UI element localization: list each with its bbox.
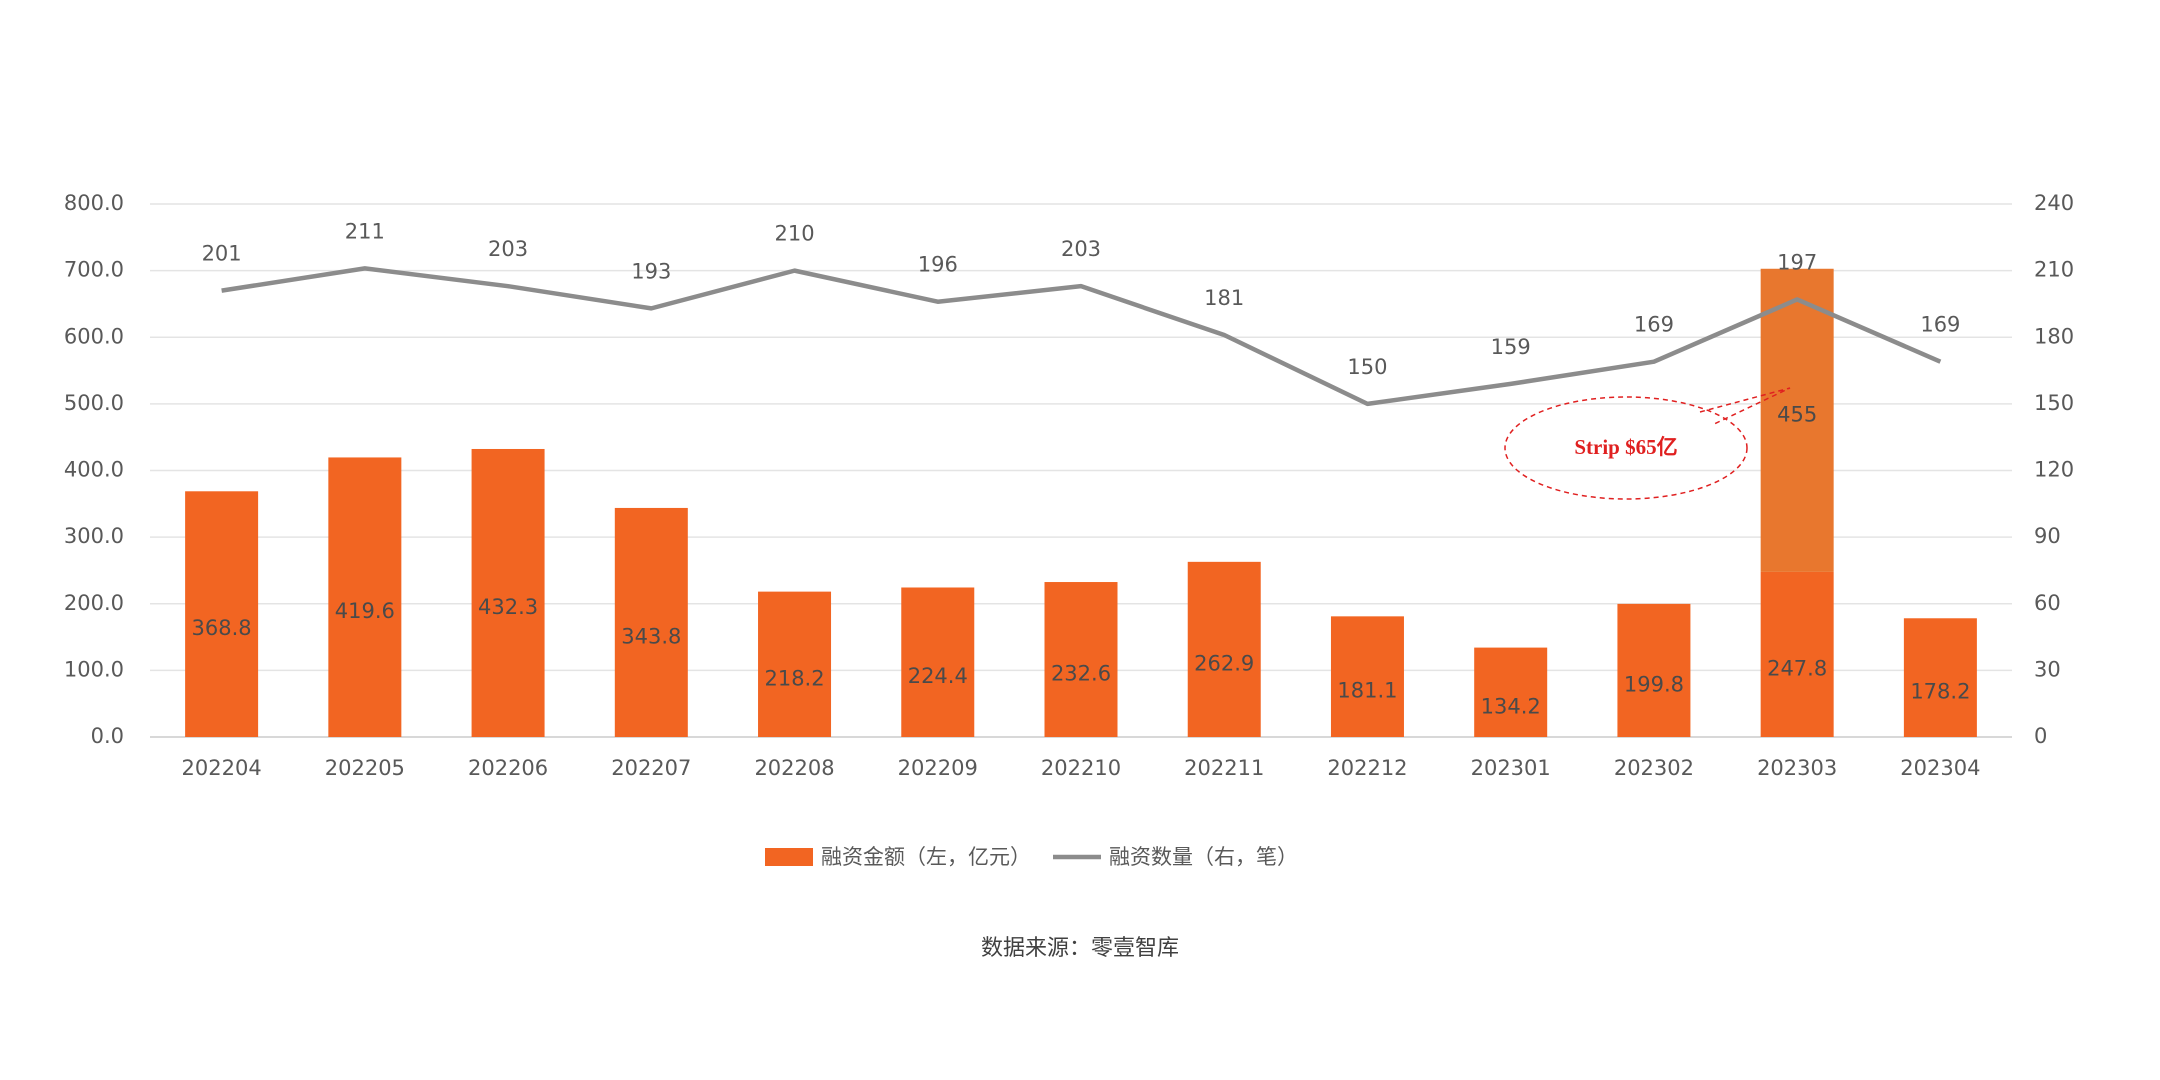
bar (1474, 647, 1548, 737)
bar-value-label: 262.9 (1194, 651, 1254, 675)
bar (1044, 582, 1118, 737)
line-value-label: 210 (774, 222, 814, 246)
line-value-label: 193 (631, 259, 671, 283)
bar (614, 507, 688, 737)
line-value-label: 203 (488, 237, 528, 261)
bar-value-label: 134.2 (1481, 694, 1541, 718)
y-tick-label: 0.0 (91, 724, 124, 748)
annotation-ellipse (1504, 396, 1748, 500)
x-tick-label: 202211 (1184, 756, 1264, 780)
y2-tick-label: 60 (2034, 591, 2061, 615)
x-tick-label: 202204 (182, 756, 262, 780)
line-value-label: 150 (1347, 355, 1387, 379)
bar (471, 448, 545, 737)
legend-swatch (765, 848, 813, 866)
line-value-label: 196 (918, 253, 958, 277)
bar (1760, 571, 1834, 737)
bar-value-label: 455 (1777, 402, 1817, 426)
bar (1617, 603, 1691, 737)
y2-tick-label: 150 (2034, 391, 2074, 415)
bar (1760, 268, 1834, 572)
line-value-label: 197 (1777, 250, 1817, 274)
x-tick-label: 202208 (754, 756, 834, 780)
y-tick-label: 200.0 (64, 591, 124, 615)
line-value-label: 169 (1920, 313, 1960, 337)
y-tick-label: 300.0 (64, 524, 124, 548)
x-tick-label: 202301 (1471, 756, 1551, 780)
bar-value-label: 224.4 (908, 664, 968, 688)
y-tick-label: 400.0 (64, 458, 124, 482)
y-tick-label: 700.0 (64, 258, 124, 282)
bar-value-label: 199.8 (1624, 672, 1684, 696)
bar-value-label: 432.3 (478, 595, 538, 619)
x-tick-label: 202205 (325, 756, 405, 780)
bar-value-label: 232.6 (1051, 662, 1111, 686)
bar (328, 457, 402, 737)
line-value-label: 211 (345, 219, 385, 243)
x-tick-label: 202210 (1041, 756, 1121, 780)
line-value-label: 203 (1061, 237, 1101, 261)
y2-tick-label: 180 (2034, 324, 2074, 348)
y-tick-label: 800.0 (64, 191, 124, 215)
y2-tick-label: 240 (2034, 191, 2074, 215)
bar-value-label: 419.6 (335, 599, 395, 623)
y-tick-label: 600.0 (64, 324, 124, 348)
bar (758, 591, 832, 737)
annotation-pointer (1699, 387, 1791, 426)
bar-value-label: 181.1 (1337, 679, 1397, 703)
legend-label: 融资金额（左，亿元） (821, 845, 1031, 869)
bar-value-label: 343.8 (621, 624, 681, 648)
x-tick-label: 202304 (1900, 756, 1980, 780)
x-tick-label: 202206 (468, 756, 548, 780)
x-tick-label: 202212 (1327, 756, 1407, 780)
x-tick-label: 202207 (611, 756, 691, 780)
y2-tick-label: 30 (2034, 657, 2061, 681)
legend-label: 融资数量（右，笔） (1109, 845, 1298, 869)
line-value-label: 181 (1204, 286, 1244, 310)
line-value-label: 159 (1491, 335, 1531, 359)
line-value-label: 169 (1634, 313, 1674, 337)
y-tick-label: 500.0 (64, 391, 124, 415)
annotation: Strip $65亿 (1574, 435, 1677, 459)
bar (1903, 618, 1977, 737)
x-tick-label: 202303 (1757, 756, 1837, 780)
source: 数据来源：零壹智库 (981, 936, 1179, 961)
y2-tick-label: 90 (2034, 524, 2061, 548)
bar-value-label: 368.8 (192, 616, 252, 640)
bar (901, 587, 975, 737)
bar (1187, 561, 1261, 737)
y2-tick-label: 120 (2034, 458, 2074, 482)
bar-value-label: 218.2 (764, 666, 824, 690)
x-tick-label: 202209 (898, 756, 978, 780)
bar (185, 491, 259, 737)
line-value-label: 201 (202, 242, 242, 266)
x-tick-label: 202302 (1614, 756, 1694, 780)
bar-value-label: 247.8 (1767, 656, 1827, 680)
y-tick-label: 100.0 (64, 657, 124, 681)
line-series (221, 266, 1942, 407)
y2-tick-label: 0 (2034, 724, 2047, 748)
bar-value-label: 178.2 (1910, 680, 1970, 704)
y2-tick-label: 210 (2034, 258, 2074, 282)
bar (1330, 616, 1404, 737)
